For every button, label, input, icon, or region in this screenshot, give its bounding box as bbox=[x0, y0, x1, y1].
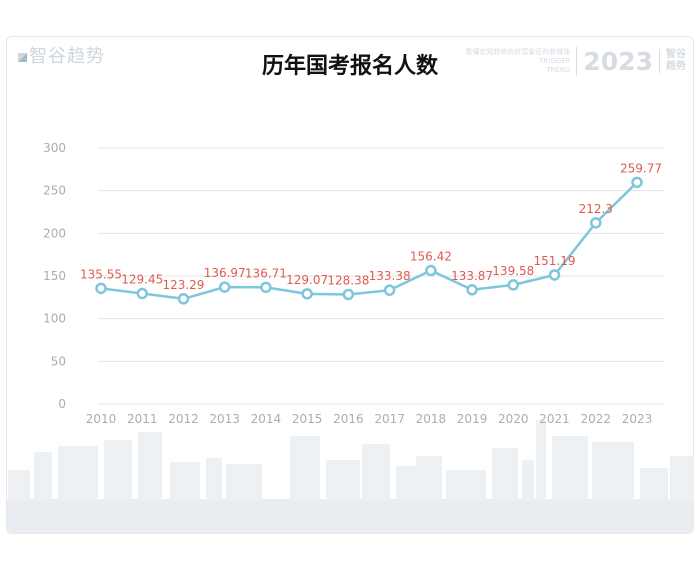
series-polyline bbox=[100, 181, 638, 301]
data-point bbox=[95, 282, 107, 295]
series-line bbox=[100, 181, 638, 301]
y-tick-label: 0 bbox=[58, 397, 66, 411]
y-tick-label: 250 bbox=[43, 184, 66, 198]
watermark-badge-bottom: 趋势 bbox=[666, 61, 686, 72]
x-tick-label: 2012 bbox=[168, 412, 199, 426]
watermark-texts: 看懂宏观趋势的财富象征的新媒体 TRIGGER TREND bbox=[465, 48, 570, 75]
data-points bbox=[95, 176, 643, 305]
skyline-building bbox=[290, 436, 320, 500]
data-label: 156.42 bbox=[410, 250, 452, 264]
x-tick-label: 2011 bbox=[127, 412, 158, 426]
data-label: 128.38 bbox=[327, 273, 369, 287]
data-label: 133.38 bbox=[369, 269, 411, 283]
data-point bbox=[425, 264, 437, 277]
chart-title: 历年国考报名人数 bbox=[261, 54, 438, 79]
x-tick-label: 2010 bbox=[86, 412, 117, 426]
x-tick-label: 2020 bbox=[498, 412, 529, 426]
data-point bbox=[466, 284, 478, 296]
data-point bbox=[301, 288, 313, 300]
data-label: 129.45 bbox=[121, 273, 163, 287]
y-tick-label: 50 bbox=[51, 354, 66, 368]
skyline-building bbox=[58, 446, 98, 500]
data-label: 136.71 bbox=[245, 266, 287, 280]
brand-mark-icon bbox=[18, 52, 27, 62]
data-label: 129.07 bbox=[286, 273, 328, 287]
skyline-building bbox=[326, 460, 360, 500]
skyline-building bbox=[206, 458, 222, 500]
y-tick-label: 150 bbox=[43, 269, 66, 283]
skyline-building bbox=[446, 470, 486, 500]
watermark-year: 2023 bbox=[576, 46, 653, 76]
y-tick-label: 100 bbox=[43, 312, 66, 326]
skyline-building bbox=[34, 452, 52, 500]
footer-band bbox=[7, 499, 693, 533]
data-point bbox=[548, 269, 561, 281]
data-point bbox=[631, 176, 643, 189]
city-skyline-decoration bbox=[8, 420, 694, 500]
data-label: 135.55 bbox=[80, 267, 122, 281]
data-label: 259.77 bbox=[620, 161, 662, 175]
skyline-building bbox=[138, 432, 162, 500]
watermark-badge: 智谷 趋势 bbox=[659, 49, 686, 73]
skyline-building bbox=[8, 470, 30, 500]
brand-logo: 智谷趋势 bbox=[18, 42, 105, 68]
skyline-building bbox=[592, 442, 634, 500]
x-axis-ticks: 2010 2011 2012 2013 2014 2015 2016 2017 2018 2019… bbox=[86, 412, 653, 426]
data-label: 133.87 bbox=[451, 269, 493, 283]
watermark-english-bottom: TREND bbox=[546, 65, 571, 74]
x-tick-label: 2023 bbox=[622, 412, 653, 426]
skyline-building bbox=[492, 448, 518, 500]
skyline-building bbox=[536, 420, 546, 500]
data-point bbox=[218, 281, 231, 293]
data-point bbox=[177, 293, 190, 305]
grid-lines bbox=[98, 147, 664, 405]
data-label: 212.3 bbox=[579, 202, 613, 216]
data-label: 151.19 bbox=[534, 254, 576, 268]
y-axis-ticks: 0 50 100 150 200 250 300 bbox=[43, 141, 66, 411]
skyline-building bbox=[226, 464, 262, 500]
data-label: 123.29 bbox=[162, 278, 204, 292]
data-label: 136.97 bbox=[204, 266, 246, 280]
skyline-building bbox=[104, 440, 132, 500]
watermark-badge-top: 智谷 bbox=[666, 49, 686, 60]
data-point bbox=[342, 288, 355, 301]
skyline-building bbox=[396, 466, 416, 500]
skyline-building bbox=[522, 460, 534, 500]
x-tick-label: 2015 bbox=[292, 412, 323, 426]
x-tick-label: 2022 bbox=[580, 412, 611, 426]
skyline-building bbox=[670, 456, 694, 500]
skyline-building bbox=[362, 444, 390, 500]
skyline-building bbox=[416, 456, 442, 500]
data-point bbox=[260, 281, 272, 294]
y-tick-label: 300 bbox=[43, 141, 66, 155]
watermark: 看懂宏观趋势的财富象征的新媒体 TRIGGER TREND 2023 智谷 趋势 bbox=[465, 44, 686, 78]
x-tick-label: 2016 bbox=[333, 412, 364, 426]
x-tick-label: 2019 bbox=[457, 412, 488, 426]
skyline-building bbox=[640, 468, 668, 500]
data-label: 139.58 bbox=[492, 264, 534, 278]
x-tick-label: 2018 bbox=[416, 412, 447, 426]
data-point bbox=[136, 287, 148, 300]
watermark-english-top: TRIGGER bbox=[539, 56, 571, 65]
y-tick-label: 200 bbox=[43, 226, 66, 240]
data-point bbox=[590, 217, 602, 229]
data-point bbox=[383, 284, 396, 296]
watermark-tagline: 看懂宏观趋势的财富象征的新媒体 bbox=[465, 47, 571, 56]
skyline-building bbox=[552, 436, 588, 500]
skyline-building bbox=[170, 462, 200, 500]
x-tick-label: 2017 bbox=[374, 412, 405, 426]
x-tick-label: 2021 bbox=[539, 412, 570, 426]
brand-name: 智谷趋势 bbox=[29, 46, 105, 67]
x-tick-label: 2014 bbox=[251, 412, 282, 426]
x-tick-label: 2013 bbox=[209, 412, 240, 426]
data-point bbox=[507, 279, 520, 291]
